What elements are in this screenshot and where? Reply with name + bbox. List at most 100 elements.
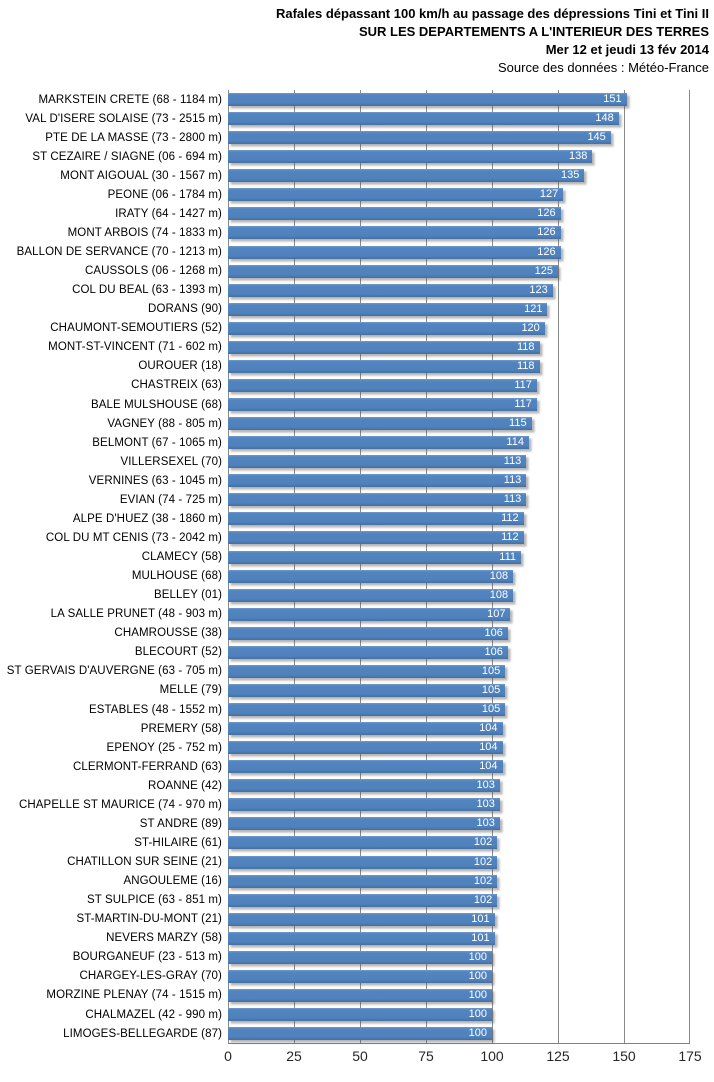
gridline-75 [426, 90, 427, 1043]
bar-row: PREMERY (58) 104 [0, 719, 714, 738]
category-label: MONT AIGOUAL (30 - 1567 m) [60, 169, 222, 182]
bar: 100 [228, 950, 492, 964]
category-label: BOURGANEUF (23 - 513 m) [72, 951, 222, 964]
bar-row: ANGOULEME (16) 102 [0, 872, 714, 891]
value-label: 126 [537, 207, 556, 220]
bar-track: 104 [228, 760, 690, 774]
x-tick-label-100: 100 [480, 1048, 504, 1064]
bar: 113 [228, 493, 527, 507]
bar: 112 [228, 531, 524, 545]
bar: 138 [228, 150, 593, 164]
bar-row: IRATY (64 - 1427 m) 126 [0, 204, 714, 223]
bar: 126 [228, 245, 561, 259]
value-label: 118 [516, 359, 535, 372]
chart-date: Mer 12 et jeudi 13 fév 2014 [545, 42, 709, 57]
category-label: MARKSTEIN CRETE (68 - 1184 m) [38, 93, 222, 106]
bar-track: 135 [228, 169, 690, 183]
bar-row: DORANS (90) 121 [0, 300, 714, 319]
x-tick-label-25: 25 [286, 1048, 302, 1064]
category-label: BALLON DE SERVANCE (70 - 1213 m) [16, 246, 222, 259]
value-label: 105 [481, 664, 501, 677]
bar-track: 145 [228, 131, 690, 145]
bar-track: 104 [228, 722, 690, 736]
bar: 101 [228, 912, 495, 926]
bar-track: 117 [228, 398, 690, 412]
value-label: 113 [503, 493, 522, 506]
category-label: ROANNE (42) [148, 779, 222, 792]
bar-track: 103 [228, 817, 690, 831]
bar: 112 [228, 512, 524, 526]
bar: 102 [228, 893, 498, 907]
category-label: CLAMECY (58) [141, 551, 222, 564]
bar-track: 101 [228, 912, 690, 926]
bar-row: BELMONT (67 - 1065 m) 114 [0, 433, 714, 452]
chart-header: Rafales dépassant 100 km/h au passage de… [276, 5, 709, 77]
bar-track: 102 [228, 874, 690, 888]
bar-track: 100 [228, 1027, 690, 1041]
value-label: 111 [499, 550, 517, 563]
value-label: 106 [484, 626, 503, 639]
category-label: ESTABLES (48 - 1552 m) [88, 703, 222, 716]
bar-track: 148 [228, 112, 690, 126]
bar-track: 105 [228, 683, 690, 697]
x-tick-label-175: 175 [678, 1048, 702, 1064]
value-label: 108 [489, 588, 509, 601]
category-label: MONT-ST-VINCENT (71 - 602 m) [48, 341, 222, 354]
value-label: 104 [479, 760, 498, 773]
bar: 105 [228, 683, 506, 697]
value-label: 100 [468, 950, 487, 963]
value-label: 102 [473, 836, 493, 849]
bar-track: 100 [228, 988, 690, 1002]
x-tick-label-75: 75 [418, 1048, 434, 1064]
bar: 100 [228, 988, 492, 1002]
chart-subtitle: SUR LES DEPARTEMENTS A L'INTERIEUR DES T… [358, 24, 709, 39]
bar: 113 [228, 474, 527, 488]
bar-track: 118 [228, 340, 690, 354]
bar: 100 [228, 1008, 492, 1022]
value-label: 102 [473, 893, 493, 906]
bar: 148 [228, 112, 619, 126]
bar: 123 [228, 283, 553, 297]
bar-track: 106 [228, 645, 690, 659]
value-label: 101 [471, 912, 490, 925]
bar-row: MONT ARBOIS (74 - 1833 m) 126 [0, 223, 714, 242]
bar: 117 [228, 398, 537, 412]
bar-row: PEONE (06 - 1784 m) 127 [0, 185, 714, 204]
value-label: 112 [501, 531, 519, 544]
bar-track: 105 [228, 703, 690, 717]
value-label: 103 [476, 798, 495, 811]
bar-track: 118 [228, 359, 690, 373]
bar-track: 112 [228, 531, 690, 545]
bar: 103 [228, 817, 500, 831]
bar: 103 [228, 798, 500, 812]
category-label: PREMERY (58) [140, 722, 222, 735]
bar-track: 108 [228, 588, 690, 602]
category-label: PTE DE LA MASSE (73 - 2800 m) [45, 131, 222, 144]
bar: 127 [228, 188, 564, 202]
value-label: 103 [476, 817, 495, 830]
bar-rows: MARKSTEIN CRETE (68 - 1184 m) 151 VAL D'IS… [0, 90, 714, 1043]
bar-row: ALPE D'HUEZ (38 - 1860 m) 112 [0, 509, 714, 528]
bar-track: 114 [228, 436, 690, 450]
bar-chart: MARKSTEIN CRETE (68 - 1184 m) 151 VAL D'IS… [0, 90, 714, 1044]
bar-track: 126 [228, 226, 690, 240]
bar-track: 100 [228, 1008, 690, 1022]
bar-track: 105 [228, 664, 690, 678]
category-label: DORANS (90) [148, 303, 222, 316]
category-label: VAGNEY (88 - 805 m) [107, 417, 222, 430]
value-label: 105 [481, 703, 501, 716]
bar: 135 [228, 169, 585, 183]
bar-row: ROANNE (42) 103 [0, 776, 714, 795]
bar: 106 [228, 626, 508, 640]
category-label: OUROUER (18) [138, 360, 222, 373]
chart-title: Rafales dépassant 100 km/h au passage de… [275, 6, 709, 21]
plot-area [228, 90, 690, 1044]
bar-row: MARKSTEIN CRETE (68 - 1184 m) 151 [0, 90, 714, 109]
value-label: 138 [568, 150, 588, 163]
bar-track: 100 [228, 969, 690, 983]
bar: 105 [228, 703, 506, 717]
gridline-0 [228, 90, 229, 1043]
bar-track: 121 [228, 302, 690, 316]
category-label: ST ANDRE (89) [139, 817, 222, 830]
